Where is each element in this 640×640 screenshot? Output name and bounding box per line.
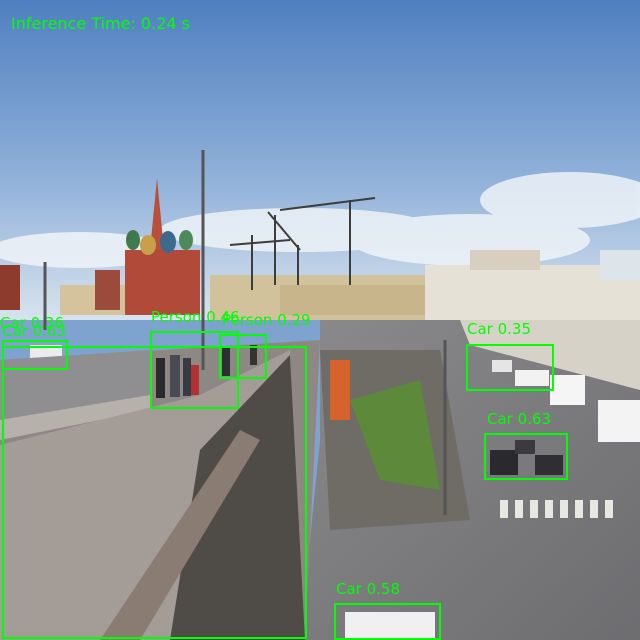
detection-label: Car 0.35: [467, 322, 531, 337]
inference-value: 0.24 s: [141, 14, 190, 33]
inference-time-label: Inference Time: 0.24 s: [11, 16, 190, 32]
detection-label: Car 0.63: [487, 412, 551, 427]
detection-label: Car 0.63: [2, 324, 66, 339]
detection-box: [484, 433, 568, 480]
inference-prefix: Inference Time:: [11, 14, 136, 33]
detection-label: Car 0.58: [336, 582, 400, 597]
detection-box: [334, 603, 441, 640]
detection-label: Person 0.29: [222, 313, 311, 328]
detection-box: [466, 344, 554, 391]
detection-box: [219, 334, 267, 379]
